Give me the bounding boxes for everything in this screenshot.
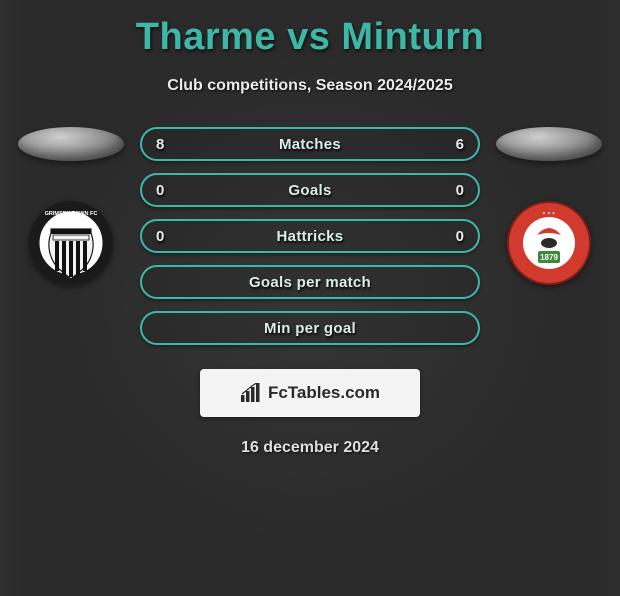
stat-left-value: 0 xyxy=(156,228,164,245)
left-club-badge: GRIMSBY TOWN FC xyxy=(29,201,113,285)
stats-table: 8 Matches 6 0 Goals 0 0 Hattricks 0 Goal… xyxy=(140,127,480,345)
stat-row-matches: 8 Matches 6 xyxy=(140,127,480,161)
chart-bars-icon xyxy=(240,383,262,403)
stat-row-goals: 0 Goals 0 xyxy=(140,173,480,207)
stat-label: Goals per match xyxy=(249,274,371,291)
footer-date: 16 december 2024 xyxy=(0,439,620,457)
left-player-avatar-placeholder xyxy=(18,127,124,161)
svg-text:1879: 1879 xyxy=(540,253,558,262)
right-club-badge: 1879 • • • xyxy=(507,201,591,285)
branding-card: FcTables.com xyxy=(200,369,420,417)
grimsby-crest-icon: GRIMSBY TOWN FC xyxy=(29,201,113,285)
comparison-panel: GRIMSBY TOWN FC 8 Matches 6 0 Goals xyxy=(0,127,620,345)
stat-row-goals-per-match: Goals per match xyxy=(140,265,480,299)
stat-right-value: 0 xyxy=(456,182,464,199)
page-title: Tharme vs Minturn xyxy=(0,16,620,59)
svg-text:• • •: • • • xyxy=(543,211,555,217)
season-subtitle: Club competitions, Season 2024/2025 xyxy=(0,77,620,95)
stat-right-value: 0 xyxy=(456,228,464,245)
right-player-column: 1879 • • • xyxy=(494,127,604,285)
swindon-crest-icon: 1879 • • • xyxy=(507,201,591,285)
stat-right-value: 6 xyxy=(456,136,464,153)
stat-label: Goals xyxy=(288,182,331,199)
right-player-avatar-placeholder xyxy=(496,127,602,161)
svg-text:GRIMSBY TOWN FC: GRIMSBY TOWN FC xyxy=(45,211,98,217)
left-player-column: GRIMSBY TOWN FC xyxy=(16,127,126,285)
stat-row-min-per-goal: Min per goal xyxy=(140,311,480,345)
branding-text: FcTables.com xyxy=(268,383,380,403)
stat-row-hattricks: 0 Hattricks 0 xyxy=(140,219,480,253)
stat-label: Matches xyxy=(279,136,341,153)
stat-label: Min per goal xyxy=(264,320,356,337)
stat-left-value: 0 xyxy=(156,182,164,199)
stat-left-value: 8 xyxy=(156,136,164,153)
stat-label: Hattricks xyxy=(277,228,344,245)
